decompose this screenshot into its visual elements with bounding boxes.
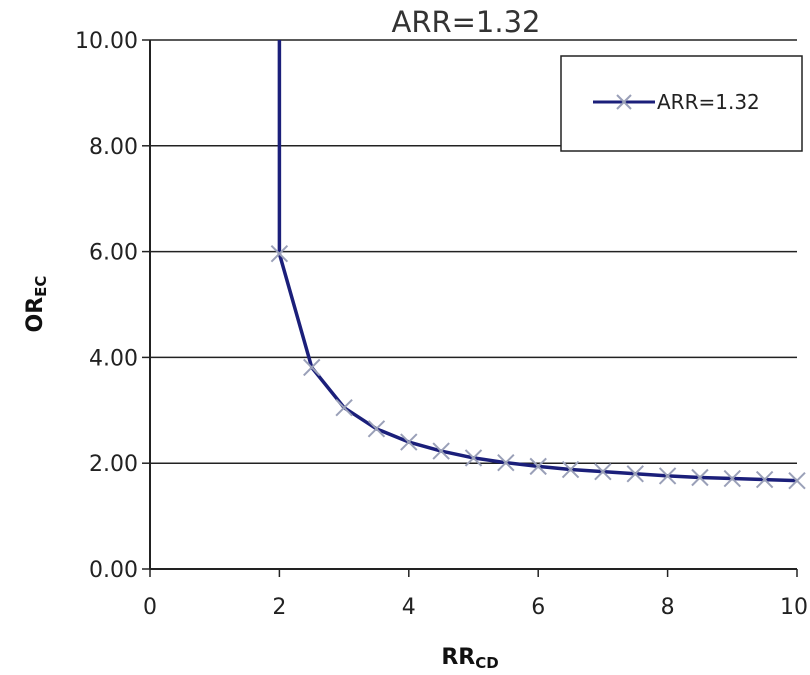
- data-point-marker: [400, 433, 418, 451]
- data-point-marker: [788, 471, 806, 490]
- y-tick-labels: 0.00 2.00 4.00 6.00 8.00 10.00: [75, 29, 138, 583]
- y-tick-label: 6.00: [89, 241, 138, 266]
- x-tick-label: 2: [272, 595, 286, 620]
- data-point-marker: [270, 245, 289, 263]
- data-point-marker: [691, 468, 709, 487]
- legend: ARR=1.32: [560, 55, 803, 152]
- y-axis-title-main: OR: [23, 297, 48, 333]
- data-point-marker: [658, 467, 677, 485]
- data-point-marker: [594, 462, 612, 481]
- data-point-marker: [432, 442, 450, 460]
- y-tick-label: 2.00: [89, 452, 138, 477]
- x-tick-labels: 0 2 4 6 8 10: [143, 595, 808, 620]
- data-point-marker: [303, 358, 321, 377]
- x-axis-title-sub: CD: [475, 654, 498, 672]
- y-tick-label: 0.00: [89, 558, 138, 583]
- x-axis-title: RRCD: [441, 645, 498, 672]
- axes: [149, 40, 797, 570]
- x-tick-label: 6: [531, 595, 545, 620]
- x-tick-label: 0: [143, 595, 157, 620]
- data-point-marker: [497, 453, 515, 472]
- tick-marks: [142, 39, 798, 577]
- y-axis-title-sub: EC: [32, 276, 50, 297]
- x-tick-label: 8: [661, 595, 675, 620]
- data-point-marker: [367, 420, 386, 438]
- data-point-marker: [755, 470, 774, 489]
- x-tick-label: 10: [780, 595, 808, 620]
- x-tick-label: 4: [402, 595, 416, 620]
- x-axis-title-main: RR: [441, 645, 475, 670]
- y-tick-label: 4.00: [89, 346, 138, 371]
- data-point-marker: [626, 465, 644, 483]
- data-point-marker: [723, 469, 742, 488]
- data-point-marker: [335, 398, 353, 417]
- data-point-marker: [529, 457, 547, 476]
- legend-marker: [616, 94, 632, 110]
- y-tick-label: 8.00: [89, 135, 138, 160]
- data-point-marker: [561, 460, 580, 479]
- y-tick-label: 10.00: [75, 29, 138, 54]
- chart-title: ARR=1.32: [391, 5, 540, 39]
- series-layer: [270, 40, 806, 490]
- data-point-marker: [464, 449, 483, 467]
- y-axis-title: OREC: [23, 276, 50, 333]
- legend-label: ARR=1.32: [657, 90, 760, 114]
